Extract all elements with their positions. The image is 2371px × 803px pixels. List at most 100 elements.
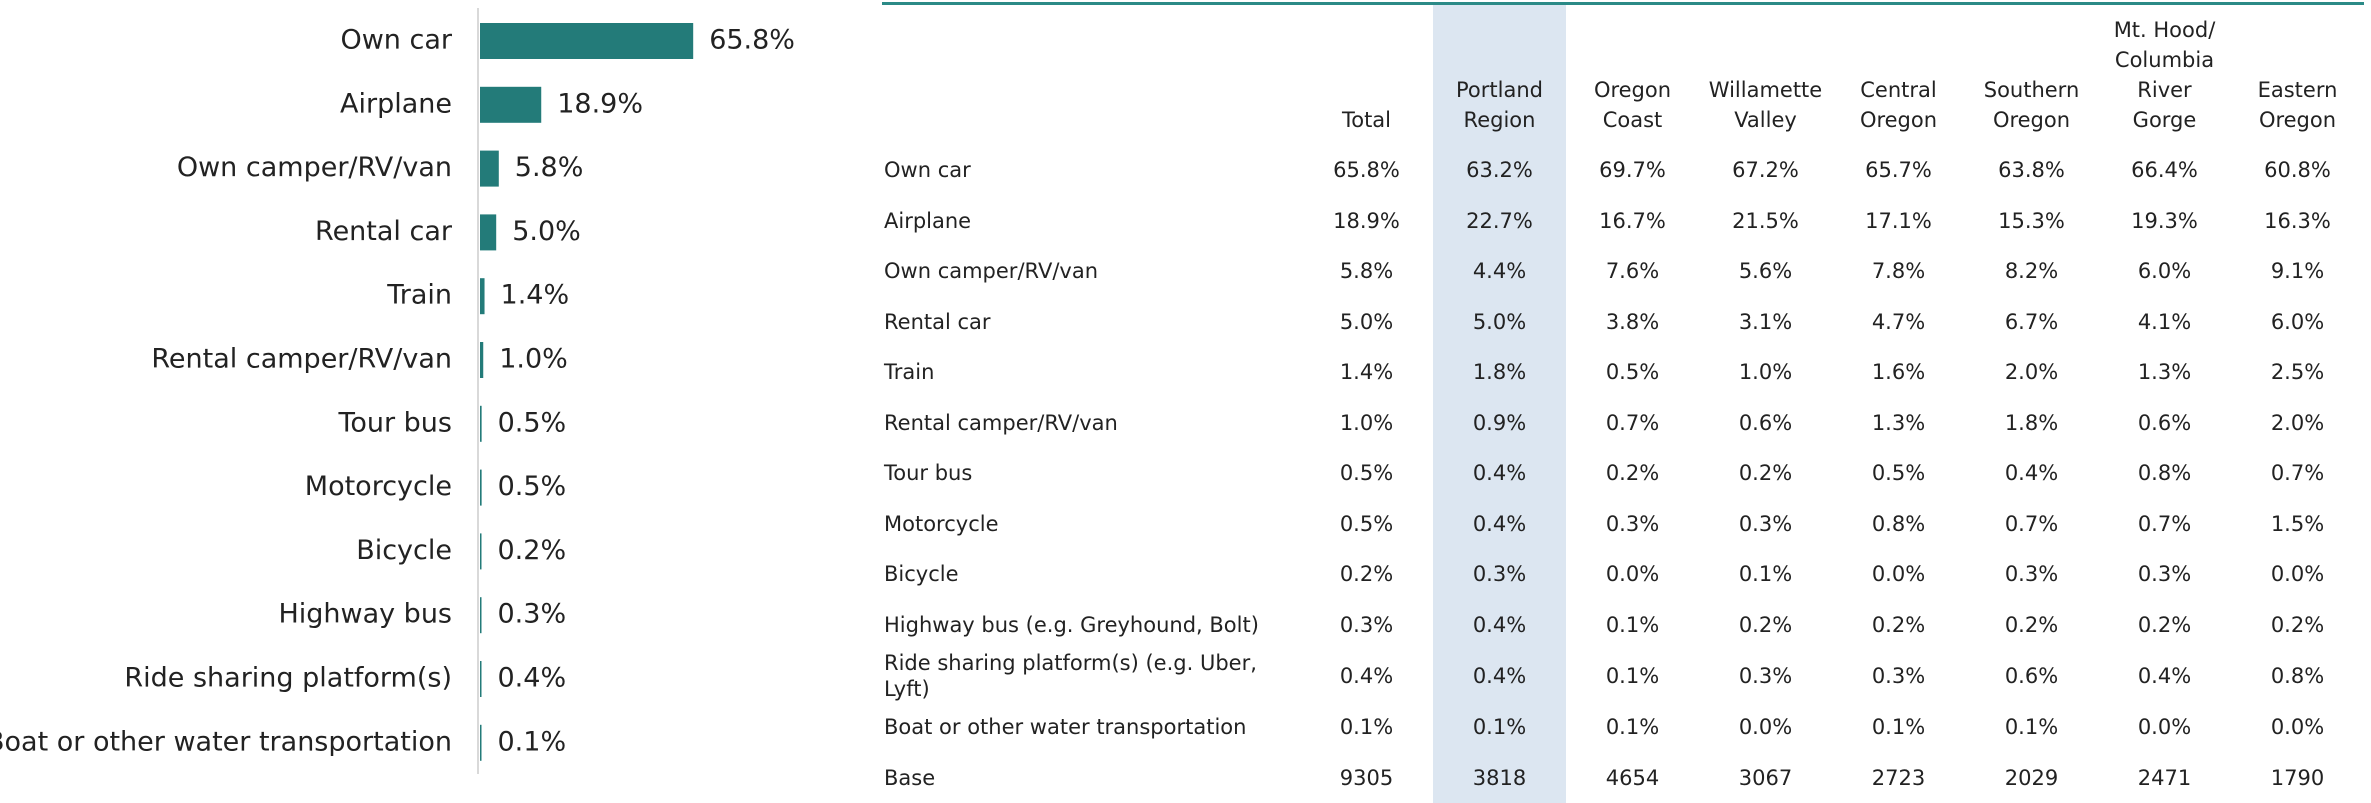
column-header: Total [1300, 4, 1433, 146]
table-cell: 0.7% [1965, 499, 2098, 550]
table-cell: 0.2% [1965, 600, 2098, 651]
table-cell: 0.2% [1699, 600, 1832, 651]
bar [480, 406, 482, 442]
table-cell: 0.2% [1300, 549, 1433, 600]
table-cell: 0.0% [2231, 702, 2364, 753]
bar [480, 23, 693, 59]
table-cell: 0.5% [1832, 448, 1965, 499]
bar [480, 725, 482, 761]
table-cell: 7.8% [1832, 246, 1965, 297]
table-cell: 0.3% [1699, 650, 1832, 702]
table-cell: 1.5% [2231, 499, 2364, 550]
table-cell: 0.5% [1566, 347, 1699, 398]
table-cell: 5.6% [1699, 246, 1832, 297]
table-cell: 65.7% [1832, 145, 1965, 196]
bar [480, 597, 482, 633]
column-header: Portland Region [1433, 4, 1566, 146]
table-cell: 69.7% [1566, 145, 1699, 196]
table-cell: 0.7% [2231, 448, 2364, 499]
row-label: Motorcycle [882, 499, 1300, 550]
header-cell [882, 4, 1300, 146]
category-label: Bicycle [356, 535, 452, 566]
table-cell: 16.3% [2231, 196, 2364, 247]
table-cell: 0.3% [1699, 499, 1832, 550]
table-cell: 0.1% [1699, 549, 1832, 600]
table-cell: 6.0% [2098, 246, 2231, 297]
table-row: Highway bus (e.g. Greyhound, Bolt)0.3%0.… [882, 600, 2364, 651]
table-cell: 0.1% [1566, 702, 1699, 753]
bar [480, 151, 499, 187]
table-cell: 3.1% [1699, 297, 1832, 348]
table-cell: 66.4% [2098, 145, 2231, 196]
table-cell: 0.0% [2231, 549, 2364, 600]
table-cell: 22.7% [1433, 196, 1566, 247]
row-label: Highway bus (e.g. Greyhound, Bolt) [882, 600, 1300, 651]
bar [480, 342, 483, 378]
category-label: Own camper/RV/van [177, 152, 452, 183]
table-cell: 0.5% [1300, 499, 1433, 550]
table-cell: 0.4% [1433, 499, 1566, 550]
table-cell: 0.0% [2098, 702, 2231, 753]
table-cell: 0.2% [1566, 448, 1699, 499]
bar [480, 214, 496, 250]
table-cell: 9.1% [2231, 246, 2364, 297]
table-cell: 21.5% [1699, 196, 1832, 247]
column-header: Central Oregon [1832, 4, 1965, 146]
table-cell: 0.5% [1300, 448, 1433, 499]
table-cell: 0.1% [1965, 702, 2098, 753]
table-cell: 1.3% [1832, 398, 1965, 449]
table-cell: 0.6% [2098, 398, 2231, 449]
category-label: Boat or other water transportation [0, 726, 452, 757]
table-cell: 0.4% [1300, 650, 1433, 702]
table-cell: 0.3% [1965, 549, 2098, 600]
bar [480, 87, 541, 123]
table-cell: 6.0% [2231, 297, 2364, 348]
table-cell: 2029 [1965, 753, 2098, 803]
table-cell: 0.8% [1832, 499, 1965, 550]
table-cell: 4.4% [1433, 246, 1566, 297]
table-cell: 1.0% [1699, 347, 1832, 398]
table-cell: 67.2% [1699, 145, 1832, 196]
value-label: 5.8% [515, 152, 584, 183]
table-cell: 2.0% [2231, 398, 2364, 449]
table-cell: 1.3% [2098, 347, 2231, 398]
table-cell: 0.0% [1699, 702, 1832, 753]
category-label: Highway bus [278, 599, 452, 630]
table-cell: 0.0% [1566, 549, 1699, 600]
category-label: Own car [340, 25, 452, 56]
table-cell: 0.9% [1433, 398, 1566, 449]
table-cell: 2.0% [1965, 347, 2098, 398]
table-cell: 0.2% [2231, 600, 2364, 651]
category-label: Motorcycle [305, 471, 452, 502]
row-label: Tour bus [882, 448, 1300, 499]
table-cell: 0.6% [1699, 398, 1832, 449]
column-header: Willamette Valley [1699, 4, 1832, 146]
table-cell: 2471 [2098, 753, 2231, 803]
table-cell: 0.1% [1566, 650, 1699, 702]
table-cell: 63.8% [1965, 145, 2098, 196]
table-cell: 3.8% [1566, 297, 1699, 348]
table-cell: 0.8% [2231, 650, 2364, 702]
column-header: Eastern Oregon [2231, 4, 2364, 146]
table-cell: 0.6% [1965, 650, 2098, 702]
row-label: Own car [882, 145, 1300, 196]
table-cell: 0.3% [1832, 650, 1965, 702]
table-cell: 0.7% [2098, 499, 2231, 550]
table-cell: 0.1% [1433, 702, 1566, 753]
table-cell: 0.3% [1566, 499, 1699, 550]
table-cell: 3818 [1433, 753, 1566, 803]
table-cell: 65.8% [1300, 145, 1433, 196]
column-header: Mt. Hood/ Columbia River Gorge [2098, 4, 2231, 146]
